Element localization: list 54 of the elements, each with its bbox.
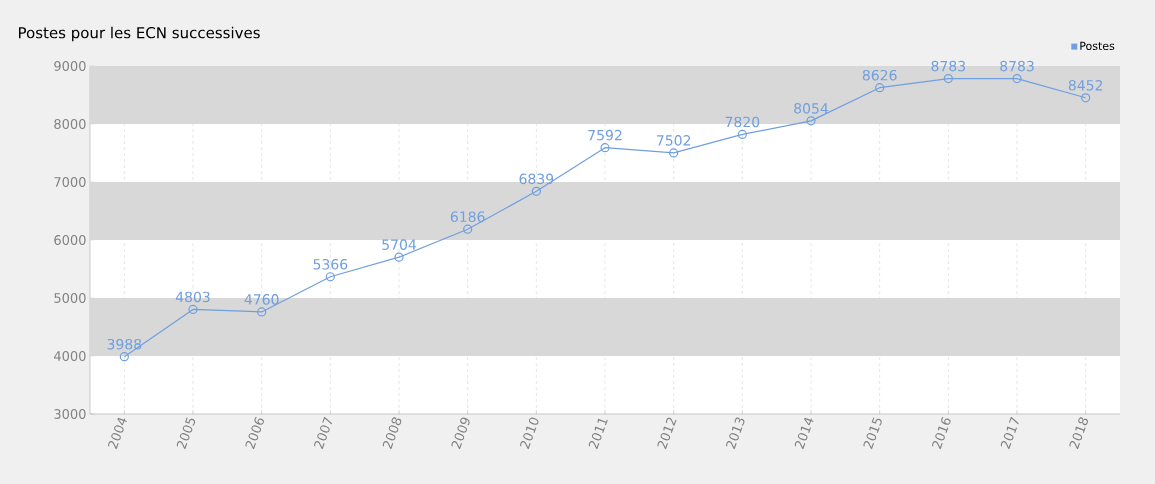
x-tick-label: 2009 [451,417,470,450]
x-tick-label: 2013 [726,417,745,450]
point [188,304,198,315]
x-tick-label: 2016 [932,417,951,450]
y-tick-label: 8000 [54,119,86,129]
point [737,129,747,140]
y-tick-label: 9000 [54,61,86,71]
point [1012,73,1022,84]
data-label: 4760 [244,294,279,305]
data-label: 8452 [1068,79,1103,91]
x-tick-label: 2005 [176,417,196,450]
point [257,307,267,317]
data-label: 8783 [1000,60,1034,72]
x-tick-label: 2018 [1069,417,1088,450]
x-tick-label: 2004 [108,417,127,450]
y-tick-label: 4000 [54,351,86,361]
x-tick-label: 2012 [657,417,677,450]
point [943,73,953,84]
y-tick-label: 7000 [54,177,86,187]
data-label: 7592 [588,129,622,141]
x-tick-label: 2008 [382,417,402,450]
chart-title: Postes pour les ECN successives [19,26,260,42]
x-tick-label: 2015 [863,417,882,450]
point [463,224,473,234]
x-tick-label: 2007 [314,416,333,450]
point [669,148,679,158]
data-label: 4803 [175,291,210,303]
point [600,143,610,153]
point [394,252,404,262]
data-label: 3988 [107,338,142,350]
x-tick-label: 2017 [1000,416,1019,450]
data-label: 5366 [313,258,348,270]
data-label: 8626 [862,69,897,81]
point [325,272,335,282]
point [531,186,541,196]
y-tick-label: 3000 [54,409,86,419]
x-tick-label: 2014 [794,417,814,450]
point [806,116,816,126]
legend-label: Postes [1080,41,1115,51]
data-label: 6839 [519,173,554,185]
data-label: 7502 [657,135,691,146]
x-tick-label: 2006 [245,417,264,450]
data-label: 8054 [794,103,829,114]
y-tick-label: 5000 [54,293,86,303]
x-tick-label: 2011 [588,418,608,450]
y-tick-label: 6000 [54,235,86,245]
x-tick-label: 2010 [520,417,539,450]
point [875,83,885,93]
point [1081,93,1091,103]
data-label: 8783 [931,60,966,72]
data-label: 7820 [725,116,760,128]
data-label: 6186 [450,211,485,223]
data-label: 5704 [382,239,417,250]
point [119,352,129,362]
